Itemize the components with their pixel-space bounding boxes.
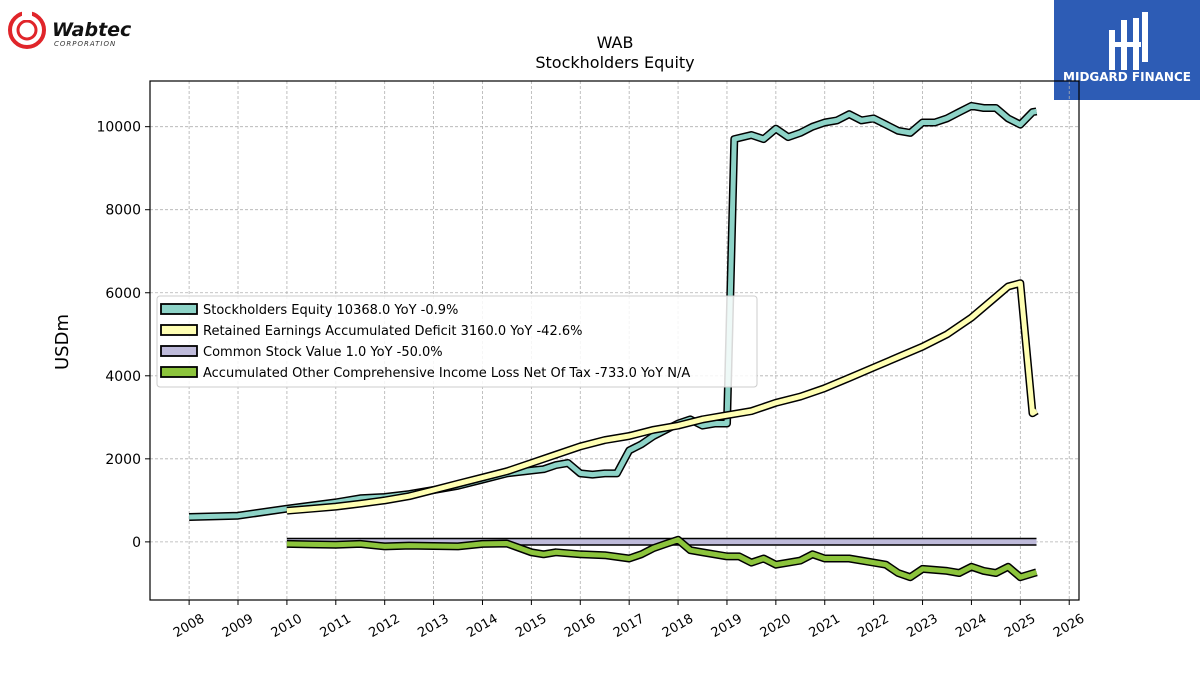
legend-entry: Common Stock Value 1.0 YoY -50.0% <box>203 345 443 360</box>
x-tick-label: 2016 <box>562 611 598 641</box>
x-tick-label: 2012 <box>367 611 403 641</box>
y-tick-label: 10000 <box>96 120 141 136</box>
x-tick-label: 2019 <box>709 611 745 641</box>
x-tick-label: 2014 <box>464 611 500 641</box>
x-tick-label: 2026 <box>1051 611 1087 641</box>
y-tick-label: 2000 <box>105 452 141 468</box>
legend: Stockholders Equity 10368.0 YoY -0.9% Ret… <box>156 295 758 388</box>
y-axis-label: USDm <box>52 314 73 370</box>
legend-entry: Stockholders Equity 10368.0 YoY -0.9% <box>203 303 458 318</box>
legend-entry: Accumulated Other Comprehensive Income L… <box>203 366 690 381</box>
wabtec-logo-name: Wabtec <box>52 19 132 41</box>
y-tick-label: 6000 <box>105 286 141 302</box>
x-tick-label: 2013 <box>415 611 451 641</box>
midgard-emblem-icon <box>1109 12 1148 70</box>
legend-swatch <box>160 324 198 336</box>
x-tick-label: 2011 <box>318 611 354 641</box>
chart-subtitle: Stockholders Equity <box>535 53 694 72</box>
series-line <box>286 537 1038 580</box>
wabtec-logo: Wabtec CORPORATION <box>8 10 132 49</box>
legend-box <box>156 295 758 388</box>
grid <box>150 81 1079 600</box>
x-tick-label: 2008 <box>171 611 207 641</box>
series-line <box>286 280 1038 514</box>
x-tick-label: 2022 <box>855 611 891 641</box>
y-tick-label: 0 <box>132 535 141 551</box>
y-tick-label: 4000 <box>105 369 141 385</box>
legend-swatch <box>160 345 198 357</box>
x-tick-label: 2009 <box>220 611 256 641</box>
plot-frame <box>149 80 1080 601</box>
x-tick-label: 2025 <box>1002 611 1038 641</box>
legend-entry: Retained Earnings Accumulated Deficit 31… <box>203 324 582 339</box>
midgard-finance-logo: MIDGARD FINANCE <box>1054 0 1200 100</box>
x-tick-label: 2021 <box>807 611 843 641</box>
y-tick-label: 8000 <box>105 203 141 219</box>
x-tick-label: 2017 <box>611 611 647 641</box>
legend-swatch <box>160 303 198 315</box>
x-tick-label: 2020 <box>758 611 794 641</box>
x-tick-label: 2023 <box>904 611 940 641</box>
legend-swatch <box>160 366 198 378</box>
midgard-logo-name: MIDGARD FINANCE <box>1063 70 1191 84</box>
x-tick-label: 2024 <box>953 611 989 641</box>
series <box>188 101 1039 582</box>
x-tick-label: 2015 <box>513 611 549 641</box>
wabtec-logo-sub: CORPORATION <box>54 40 116 48</box>
x-tick-label: 2018 <box>660 611 696 641</box>
chart-title: WAB <box>597 33 634 52</box>
x-tick-label: 2010 <box>269 611 305 641</box>
